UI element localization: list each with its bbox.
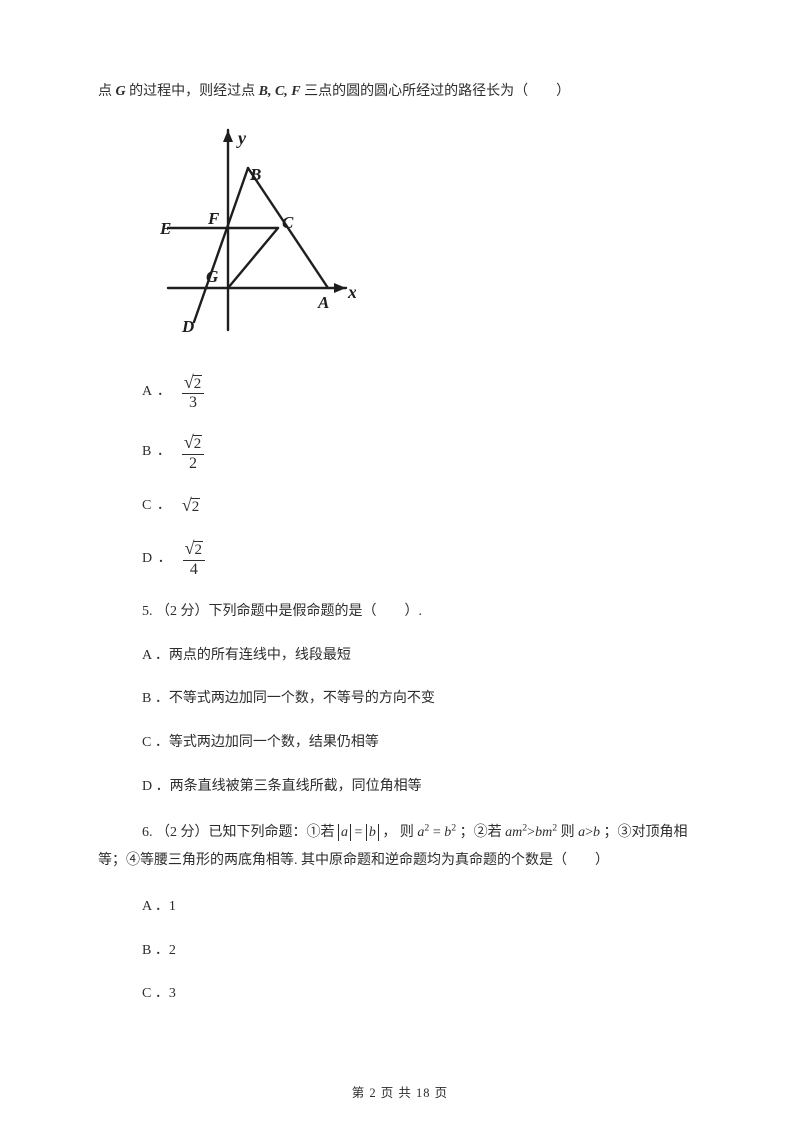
option-label: A ． bbox=[142, 380, 172, 404]
q4-option-D: D ． √2 4 bbox=[142, 539, 702, 578]
abs-b: b bbox=[366, 825, 379, 840]
abs-a: a bbox=[338, 825, 351, 840]
q5-option-B: B ．不等式两边加同一个数，不等号的方向不变 bbox=[142, 687, 702, 711]
fraction: √2 4 bbox=[183, 539, 205, 578]
svg-text:D: D bbox=[181, 317, 194, 336]
svg-text:A: A bbox=[317, 293, 329, 312]
geometry-diagram: y x B E F C G A D bbox=[142, 124, 356, 338]
q6-option-C: C ．3 bbox=[142, 982, 702, 1006]
q5-stem: 5. （2 分）下列命题中是假命题的是（ ）. bbox=[142, 600, 702, 624]
q6-lead-c: ；②若 bbox=[460, 825, 506, 840]
q4-diagram: y x B E F C G A D bbox=[142, 124, 702, 347]
svg-text:B: B bbox=[249, 165, 261, 184]
q5-option-A: A ．两点的所有连线中，线段最短 bbox=[142, 644, 702, 668]
option-label: D ． bbox=[142, 547, 173, 571]
svg-text:F: F bbox=[207, 209, 220, 228]
q4-lead-line: 点 G 的过程中，则经过点 B, C, F 三点的圆的圆心所经过的路径长为（ ） bbox=[98, 80, 702, 104]
svg-text:x: x bbox=[347, 282, 356, 302]
q4-var-G: G bbox=[116, 84, 126, 99]
q5-option-C: C ．等式两边加同一个数，结果仍相等 bbox=[142, 731, 702, 755]
q6-option-A: A ．1 bbox=[142, 895, 702, 919]
q4-option-B: B ． √2 2 bbox=[142, 433, 702, 472]
q6-lead-d: 则 bbox=[561, 825, 579, 840]
fraction: √2 3 bbox=[182, 373, 204, 412]
q4-mid1: 的过程中，则经过点 bbox=[129, 84, 259, 99]
svg-text:E: E bbox=[159, 219, 171, 238]
option-label: C ． bbox=[142, 494, 172, 518]
q4-pre: 点 bbox=[98, 84, 116, 99]
q6-option-B: B ．2 bbox=[142, 939, 702, 963]
option-label: B ． bbox=[142, 440, 172, 464]
q4-option-A: A ． √2 3 bbox=[142, 373, 702, 412]
q5-option-D: D ．两条直线被第三条直线所截，同位角相等 bbox=[142, 775, 702, 799]
q6-lead-a: 6. （2 分）已知下列命题：①若 bbox=[142, 825, 338, 840]
svg-text:G: G bbox=[206, 267, 219, 286]
q4-mid2: 三点的圆的圆心所经过的路径长为（ ） bbox=[304, 84, 570, 99]
q4-var-BCF: B, C, F bbox=[259, 84, 301, 99]
svg-text:y: y bbox=[236, 128, 247, 148]
svg-text:C: C bbox=[282, 213, 294, 232]
page-footer: 第 2 页 共 18 页 bbox=[0, 1083, 800, 1104]
fraction: √2 2 bbox=[182, 433, 204, 472]
q4-option-C: C ． √2 bbox=[142, 494, 702, 518]
q6-stem: 6. （2 分）已知下列命题：①若 a = b ， 则 a2 = b2 ；②若 … bbox=[98, 819, 702, 875]
sqrt: √2 bbox=[182, 496, 200, 516]
q6-lead-b: ， 则 bbox=[382, 825, 417, 840]
